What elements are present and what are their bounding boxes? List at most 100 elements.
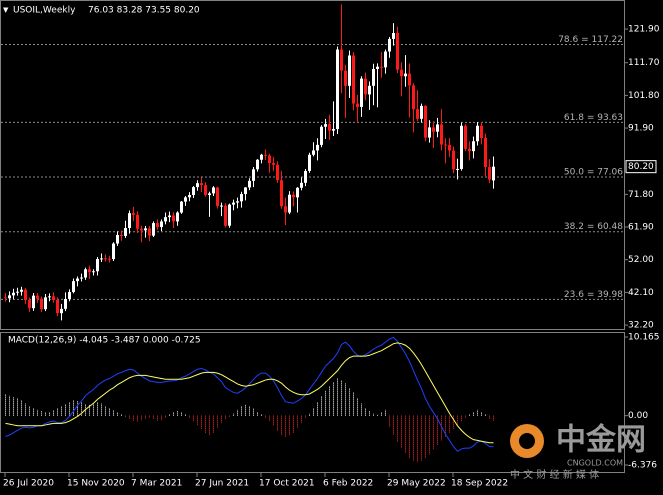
candle-body	[60, 308, 63, 314]
y-tick-label: 10.165	[628, 333, 660, 343]
x-tick-label: 27 Jun 2021	[195, 479, 249, 489]
candle-body	[328, 124, 331, 131]
candle-body	[120, 234, 123, 236]
watermark-domain: CNGOLD.COM	[567, 459, 623, 468]
candle-body	[412, 85, 415, 110]
watermark-tagline: 中 文 财 经 新 媒 体	[510, 468, 599, 481]
main-frame	[0, 0, 625, 330]
candle-body	[196, 183, 199, 188]
candle-body	[484, 137, 487, 167]
candle-body	[100, 258, 103, 260]
candle-body	[300, 182, 303, 188]
candle-body	[344, 70, 347, 86]
candle-body	[248, 180, 251, 188]
candle-body	[292, 194, 295, 198]
watermark-name: 中金网	[556, 423, 646, 458]
y-tick-label: -6.376	[628, 461, 657, 471]
candle-body	[240, 194, 243, 202]
y-tick-label: 111.70	[628, 58, 660, 68]
candle-body	[252, 169, 255, 181]
candle-body	[464, 125, 467, 149]
candle-body	[152, 223, 155, 236]
candle-body	[360, 78, 363, 107]
candle-body	[284, 206, 287, 213]
candle-body	[208, 193, 211, 196]
candle-body	[288, 194, 291, 213]
candle-body	[228, 204, 231, 226]
candle-body	[188, 195, 191, 198]
candle-body	[444, 144, 447, 146]
candle-body	[68, 292, 71, 299]
candle-body	[8, 295, 11, 299]
candle-body	[128, 213, 131, 229]
candle-body	[172, 215, 175, 222]
last-price-label: 80.20	[628, 162, 654, 172]
candle-body	[296, 187, 299, 198]
candle-body	[224, 205, 227, 226]
candle-body	[340, 49, 343, 71]
logo-inner	[519, 433, 535, 449]
candle-body	[388, 38, 391, 52]
candle-body	[432, 127, 435, 132]
candle-body	[472, 141, 475, 152]
candle-body	[16, 291, 19, 293]
menu-arrow: ▼	[3, 6, 9, 14]
candle-body	[96, 259, 99, 272]
candle-body	[420, 105, 423, 119]
candle-body	[20, 289, 23, 292]
candle-body	[200, 183, 203, 186]
candle-body	[368, 85, 371, 95]
last-price-box	[625, 160, 657, 174]
y-tick-label: 61.90	[628, 223, 654, 233]
candle-body	[256, 159, 259, 170]
macd-frame	[0, 332, 625, 473]
candle-body	[396, 33, 399, 70]
candle-body	[180, 201, 183, 213]
candle-body	[372, 68, 375, 86]
candle-body	[404, 73, 407, 77]
candle-body	[220, 205, 223, 207]
candle-body	[460, 125, 463, 169]
candle-body	[364, 78, 367, 95]
candle-body	[304, 170, 307, 183]
candle-body	[80, 277, 83, 279]
candle-body	[452, 150, 455, 170]
fib-label: 38.2 = 60.48	[564, 222, 623, 232]
y-tick-label: 32.20	[628, 321, 654, 331]
candle-body	[108, 258, 111, 260]
candle-body	[44, 297, 47, 310]
candle-body	[124, 228, 127, 236]
candle-body	[136, 214, 139, 229]
candle-body	[88, 269, 91, 273]
x-tick-label: 26 Jul 2020	[3, 479, 54, 489]
fib-label: 78.6 = 117.22	[558, 35, 623, 45]
y-tick-label: 91.90	[628, 124, 654, 134]
fib-label: 23.6 = 39.98	[564, 290, 623, 300]
candle-body	[236, 201, 239, 203]
candle-body	[144, 228, 147, 231]
candle-body	[316, 144, 319, 151]
candle-body	[56, 299, 59, 314]
candle-body	[48, 296, 51, 298]
y-tick-label: 101.80	[628, 91, 660, 101]
candle-body	[116, 234, 119, 244]
x-tick-label: 18 Sep 2022	[451, 479, 508, 489]
candle-body	[156, 223, 159, 228]
candle-body	[32, 295, 35, 309]
candle-body	[408, 73, 411, 86]
candle-body	[336, 49, 339, 130]
candle-body	[376, 66, 379, 69]
candle-body	[52, 296, 55, 300]
candle-body	[160, 221, 163, 228]
candle-body	[492, 166, 495, 181]
candle-body	[264, 154, 267, 156]
candle-body	[232, 202, 235, 205]
candle-body	[332, 129, 335, 131]
candle-body	[308, 154, 311, 171]
candle-body	[280, 180, 283, 207]
candle-body	[140, 228, 143, 231]
candle-body	[276, 164, 279, 181]
candle-body	[400, 69, 403, 77]
candle-body	[176, 212, 179, 222]
